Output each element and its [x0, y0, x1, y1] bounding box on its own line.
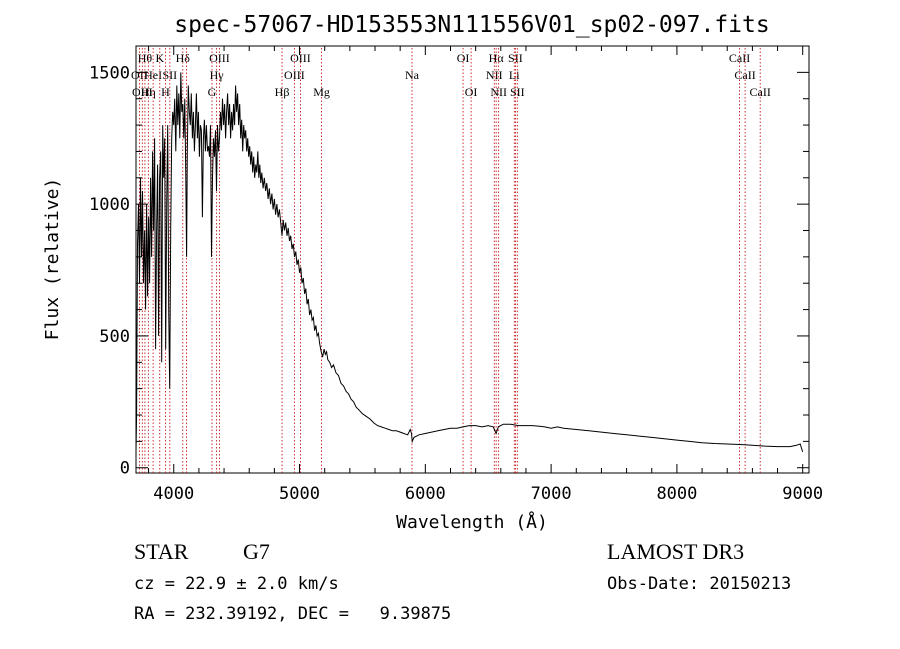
y-tick-label: 0	[120, 459, 130, 479]
marker-label: OIII	[209, 51, 230, 65]
x-tick-label: 5000	[279, 484, 320, 504]
obs-date: Obs-Date: 20150213	[607, 574, 792, 594]
marker-label: Hγ	[210, 68, 225, 82]
spectral-subclass: G7	[243, 539, 270, 564]
survey-name: LAMOST DR3	[607, 539, 745, 564]
y-tick-label: 500	[99, 327, 130, 347]
x-axis-label: Wavelength (Å)	[396, 511, 548, 533]
marker-label: OII	[131, 68, 148, 82]
marker-label: Hθ	[138, 51, 153, 65]
x-tick-label: 6000	[405, 484, 446, 504]
x-tick-label: 7000	[531, 484, 572, 504]
marker-label: Hη	[141, 85, 156, 99]
y-axis-label: Flux (relative)	[42, 178, 63, 341]
coordinates: RA = 232.39192, DEC = 9.39875	[134, 604, 452, 624]
marker-label: Li	[509, 68, 520, 82]
marker-label: OIII	[132, 85, 153, 99]
y-tick-label: 1500	[89, 63, 130, 83]
marker-label: CaII	[750, 85, 771, 99]
marker-label: CaII	[734, 68, 755, 82]
marker-label: H	[161, 85, 170, 99]
object-class: STAR	[134, 539, 189, 564]
marker-label: CaII	[729, 51, 750, 65]
x-tick-label: 8000	[656, 484, 697, 504]
redshift-readout: cz = 22.9 ± 2.0 km/s	[134, 574, 339, 594]
spectrum-line	[135, 72, 804, 453]
plot-frame	[135, 45, 810, 474]
marker-label: Na	[405, 68, 420, 82]
axis-ticks: 4000 5000 6000 7000 8000 9000 0 500 1000 1500	[89, 46, 823, 504]
chart-title: spec-57067-HD153553N111556V01_sp02-097.f…	[174, 12, 769, 38]
marker-label: OI	[457, 51, 470, 65]
marker-label: NII	[486, 68, 503, 82]
marker-label: Hα	[489, 51, 505, 65]
line-markers: OII OIII Hθ Hη HeI K H SII Hδ G Hγ OIII Hβ OIII OIII Mg…	[131, 48, 771, 473]
marker-label: SII	[163, 68, 178, 82]
marker-label: Hβ	[275, 85, 290, 99]
marker-label: HeI	[144, 68, 162, 82]
marker-label: Hδ	[176, 51, 191, 65]
marker-label: OI	[465, 85, 478, 99]
marker-label: OIII	[290, 51, 311, 65]
marker-label: OIII	[284, 68, 305, 82]
marker-label: G	[208, 85, 217, 99]
marker-label: Mg	[313, 85, 330, 99]
marker-label: SII	[508, 51, 523, 65]
marker-label: SII	[510, 85, 525, 99]
x-tick-label: 4000	[153, 484, 194, 504]
y-tick-label: 1000	[89, 195, 130, 215]
x-tick-label: 9000	[782, 484, 823, 504]
marker-label: K	[155, 51, 164, 65]
marker-label: NII	[490, 85, 507, 99]
